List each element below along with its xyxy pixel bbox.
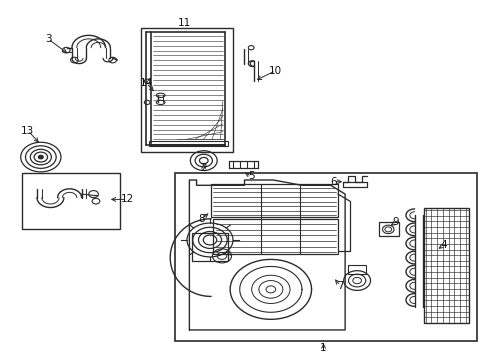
Text: 11: 11 [178, 18, 191, 28]
Bar [210, 184, 337, 217]
Text: 3: 3 [44, 34, 51, 44]
Bar [191, 233, 227, 261]
Bar [175, 173, 476, 341]
Bar [21, 173, 120, 229]
Text: 8: 8 [198, 214, 204, 224]
Text: 13: 13 [21, 126, 35, 136]
Bar [424, 208, 468, 323]
Bar [148, 141, 227, 147]
Text: 14: 14 [140, 78, 153, 88]
Text: 1: 1 [320, 343, 326, 352]
Text: 10: 10 [268, 66, 282, 76]
Text: 12: 12 [120, 194, 133, 204]
Bar [348, 265, 365, 274]
Circle shape [39, 155, 43, 159]
Text: 7: 7 [336, 281, 343, 291]
Bar [213, 219, 337, 254]
Text: 4: 4 [439, 240, 446, 250]
Text: 9: 9 [391, 217, 398, 227]
Text: 2: 2 [200, 163, 206, 173]
Text: 6: 6 [329, 177, 336, 187]
Text: 5: 5 [248, 171, 254, 181]
Bar [378, 222, 398, 237]
Bar [141, 28, 232, 152]
